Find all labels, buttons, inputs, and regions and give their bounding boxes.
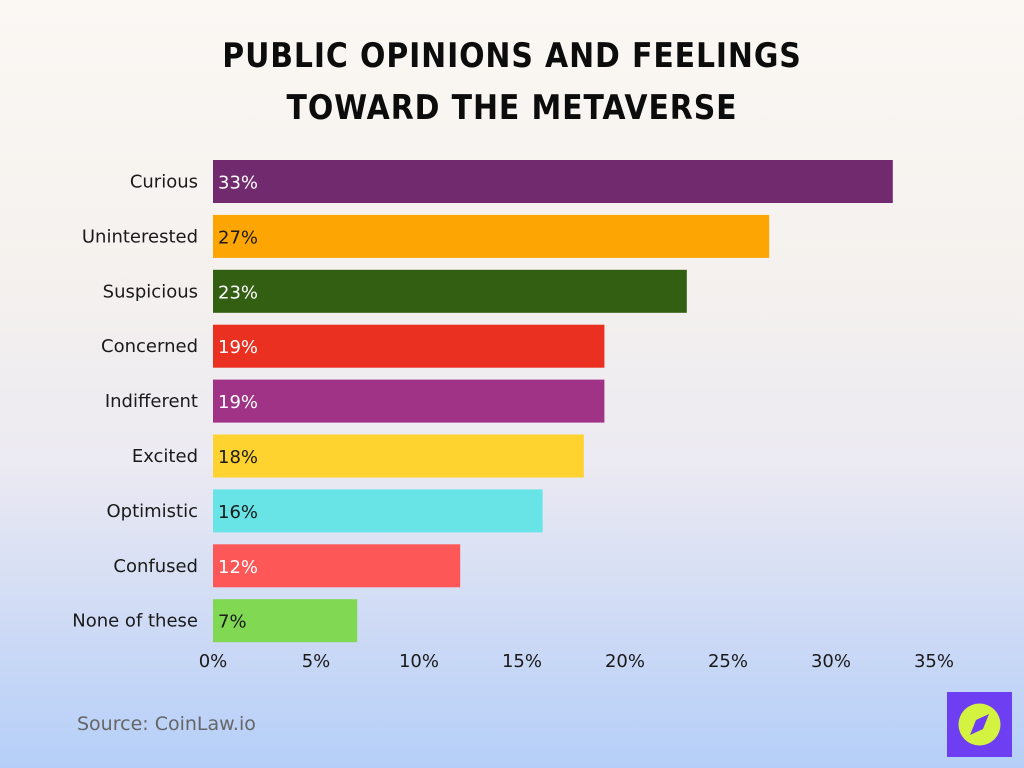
x-tick-label: 10% [399, 651, 439, 672]
category-label: Optimistic [106, 501, 198, 522]
compass-icon [958, 703, 1001, 746]
category-label: Concerned [101, 336, 198, 357]
brand-logo [947, 692, 1012, 757]
x-tick-label: 0% [199, 651, 228, 672]
source-text: Source: CoinLaw.io [77, 713, 256, 735]
bar [213, 269, 687, 313]
bar [213, 379, 605, 423]
bar [213, 434, 584, 478]
bar [213, 599, 358, 643]
bar [213, 324, 605, 368]
x-tick-label: 5% [302, 651, 331, 672]
bar [213, 214, 770, 258]
chart-title: Public Opinions and Feelings Toward the … [222, 36, 802, 128]
data-label: 27% [218, 227, 258, 248]
data-label: 7% [218, 612, 247, 633]
category-label: Excited [132, 446, 198, 467]
x-tick-label: 20% [605, 651, 645, 672]
category-label: Curious [130, 172, 198, 193]
bar [213, 544, 461, 588]
data-label: 16% [218, 502, 258, 523]
x-tick-label: 15% [502, 651, 542, 672]
x-tick-label: 35% [914, 651, 954, 672]
bar-chart: Curious 33% Uninterested 27% Suspicious 23% Co… [72, 160, 954, 672]
x-tick-label: 25% [708, 651, 748, 672]
data-label: 23% [218, 282, 258, 303]
category-label: Indifferent [105, 391, 198, 412]
data-label: 12% [218, 557, 258, 578]
bar [213, 160, 893, 203]
category-label: Suspicious [103, 281, 198, 302]
data-label: 33% [218, 173, 258, 194]
category-label: Uninterested [82, 226, 198, 247]
category-label: None of these [72, 611, 198, 632]
bar [213, 489, 543, 533]
data-label: 19% [218, 337, 258, 358]
x-tick-label: 30% [811, 651, 851, 672]
category-label: Confused [113, 556, 198, 577]
data-label: 19% [218, 392, 258, 413]
data-label: 18% [218, 447, 258, 468]
